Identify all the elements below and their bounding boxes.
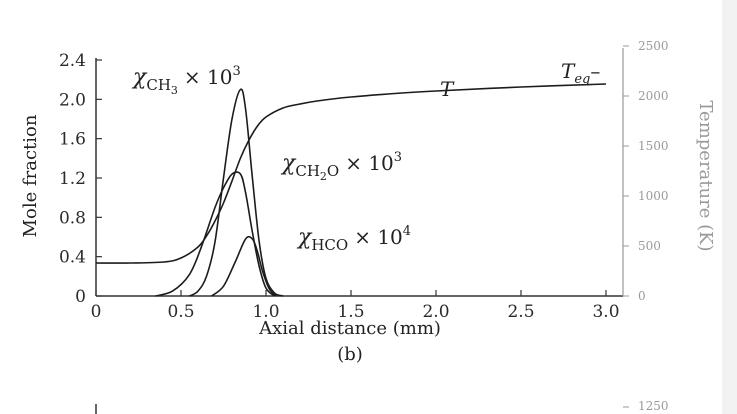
series-hco bbox=[211, 235, 277, 297]
y2-tick-label-3: 1500 bbox=[638, 139, 669, 153]
x-tick-label-2: 1.0 bbox=[252, 302, 279, 322]
x-tick-label-6: 3.0 bbox=[592, 302, 619, 322]
y-tick-label-1: 0.4 bbox=[59, 248, 86, 268]
y2-tick-label-0: 0 bbox=[638, 289, 646, 303]
annotation-t: T bbox=[440, 77, 455, 101]
annotation-ch3: χCH3× 103 bbox=[131, 64, 241, 97]
annotation-hco: χHCO × 104 bbox=[296, 224, 411, 254]
x-axis-title: Axial distance (mm) bbox=[258, 318, 441, 339]
x-tick-label-1: 0.5 bbox=[167, 302, 194, 322]
x-tick-label-4: 2.0 bbox=[422, 302, 449, 322]
y2-tick-label-5: 2500 bbox=[638, 39, 669, 53]
y-tick-label-5: 2.0 bbox=[59, 90, 86, 110]
series-temperature bbox=[95, 83, 607, 264]
y-tick-label-0: 0 bbox=[75, 287, 86, 307]
y2-tick-label-2: 1000 bbox=[638, 189, 669, 203]
x-tick-label-5: 2.5 bbox=[507, 302, 534, 322]
y-tick-label-2: 0.8 bbox=[59, 208, 86, 228]
series-ch2o bbox=[155, 171, 276, 297]
y-axis-title: Mole fraction bbox=[20, 114, 41, 237]
annotation-teq: Teq– bbox=[561, 59, 600, 87]
y-tick-label-6: 2.4 bbox=[59, 51, 86, 71]
x-tick-label-0: 0 bbox=[91, 302, 102, 322]
x-tick-label-3: 1.5 bbox=[337, 302, 364, 322]
annotation-ch2o: χCH2O × 103 bbox=[280, 150, 402, 183]
next-panel-y2-tick-label: 1250 bbox=[638, 399, 669, 413]
y2-axis-title: Temperature (K) bbox=[695, 100, 716, 251]
scan-edge bbox=[722, 0, 737, 414]
y2-tick-label-4: 2000 bbox=[638, 89, 669, 103]
panel-label: (b) bbox=[337, 344, 363, 365]
y2-tick-label-1: 500 bbox=[638, 239, 661, 253]
series-ch3 bbox=[189, 88, 284, 297]
y-tick-label-4: 1.6 bbox=[59, 130, 86, 150]
y-tick-label-3: 1.2 bbox=[59, 169, 86, 189]
